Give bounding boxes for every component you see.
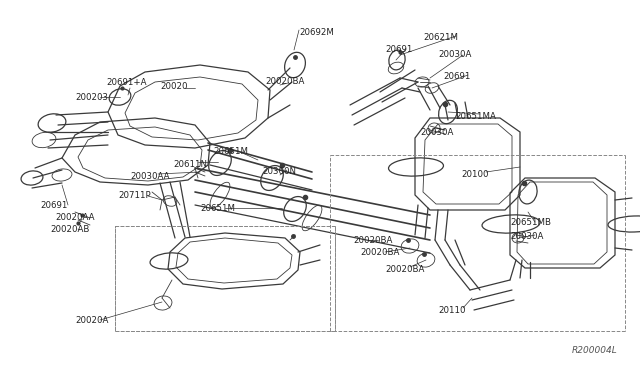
Text: R200004L: R200004L: [572, 346, 618, 355]
Text: 20691: 20691: [443, 72, 470, 81]
Text: 20691: 20691: [40, 201, 67, 210]
Text: 20020BA: 20020BA: [265, 77, 305, 86]
Text: 20651M: 20651M: [213, 147, 248, 156]
Text: 20611N: 20611N: [173, 160, 207, 169]
Text: 200203: 200203: [75, 93, 108, 102]
Text: 20020BA: 20020BA: [353, 236, 392, 245]
Text: 20711P: 20711P: [118, 191, 150, 200]
Text: 20030A: 20030A: [420, 128, 453, 137]
Text: 20692M: 20692M: [299, 28, 334, 37]
Text: 20651MB: 20651MB: [510, 218, 551, 227]
Text: 20651MA: 20651MA: [455, 112, 496, 121]
Text: 20030A: 20030A: [510, 232, 543, 241]
Text: 20300N: 20300N: [262, 167, 296, 176]
Text: 20020BA: 20020BA: [360, 248, 399, 257]
Text: 20110: 20110: [438, 306, 465, 315]
Text: 20691: 20691: [385, 45, 412, 54]
Text: 20020A: 20020A: [75, 316, 108, 325]
Text: 20100: 20100: [461, 170, 488, 179]
Text: 20030A: 20030A: [438, 50, 472, 59]
Text: 20020BA: 20020BA: [385, 265, 424, 274]
Text: 20020AA: 20020AA: [55, 213, 95, 222]
Text: 20020: 20020: [160, 82, 188, 91]
Text: 20020AB: 20020AB: [50, 225, 90, 234]
Text: 20651M: 20651M: [200, 204, 235, 213]
Text: 20030AA: 20030AA: [130, 172, 170, 181]
Text: 20621M: 20621M: [423, 33, 458, 42]
Text: 20691+A: 20691+A: [106, 78, 147, 87]
